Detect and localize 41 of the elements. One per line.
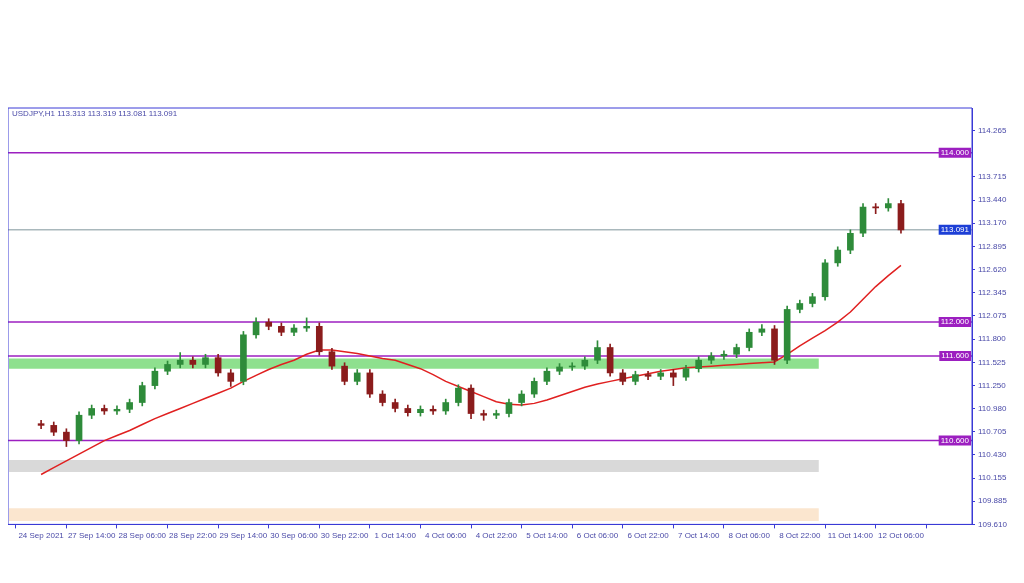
ref-line-label: 111.600: [941, 351, 970, 361]
ref-line-label: 114.000: [940, 148, 970, 158]
y-tick-label: 112.075: [978, 310, 1007, 320]
y-tick-label: 110.705: [978, 426, 1007, 436]
y-tick-label: 112.345: [978, 288, 1007, 298]
y-tick-label: 113.170: [978, 218, 1007, 228]
ref-line-label: 110.600: [940, 435, 970, 445]
y-tick-label: 113.715: [978, 172, 1007, 182]
x-tick-label: 30 Sep 06:00: [270, 531, 319, 541]
ref-line-label: 113.091: [940, 224, 970, 234]
y-tick-label: 109.610: [978, 519, 1008, 529]
x-tick-label: 4 Oct 06:00: [425, 531, 467, 541]
y-tick-label: 111.525: [978, 357, 1007, 367]
x-tick-label: 30 Sep 22:00: [320, 531, 369, 541]
x-tick-label: 11 Oct 14:00: [827, 531, 874, 541]
x-tick-label: 1 Oct 14:00: [374, 531, 417, 541]
y-tick-label: 113.440: [978, 195, 1007, 205]
y-tick-label: 110.430: [978, 450, 1007, 460]
x-tick-label: 4 Oct 22:00: [475, 531, 518, 541]
x-tick-label: 7 Oct 14:00: [677, 531, 720, 541]
y-tick-label: 114.265: [978, 125, 1007, 135]
y-tick-label: 110.155: [978, 473, 1007, 483]
y-tick-label: 109.885: [978, 496, 1008, 506]
x-tick-label: 6 Oct 06:00: [576, 531, 619, 541]
x-tick-label: 28 Sep 22:00: [169, 531, 218, 541]
y-tick-label: 112.620: [978, 264, 1007, 274]
x-tick-label: 6 Oct 22:00: [627, 531, 670, 541]
x-tick-label: 27 Sep 14:00: [67, 531, 117, 541]
chart-title: USDJPY,H1 113.313 113.319 113.081 113.091: [12, 109, 178, 119]
x-tick-label: 24 Sep 2021: [18, 531, 65, 541]
x-tick-label: 8 Oct 06:00: [728, 531, 771, 541]
x-tick-label: 8 Oct 22:00: [779, 531, 822, 541]
y-tick-label: 112.895: [978, 241, 1007, 251]
ref-line-label: 112.000: [940, 317, 970, 327]
x-tick-label: 12 Oct 06:00: [878, 531, 925, 541]
x-tick-label: 28 Sep 06:00: [118, 531, 167, 541]
x-tick-label: 5 Oct 14:00: [526, 531, 569, 541]
y-tick-label: 110.980: [978, 403, 1007, 413]
y-tick-label: 111.800: [978, 334, 1007, 344]
x-tick-label: 29 Sep 14:00: [219, 531, 268, 541]
y-tick-label: 111.250: [978, 380, 1007, 390]
